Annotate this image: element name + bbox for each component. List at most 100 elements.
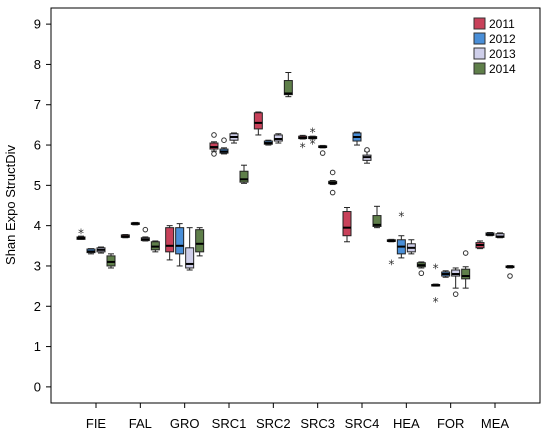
- plot-frame: [50, 7, 541, 404]
- legend-swatch-2014: [473, 62, 486, 75]
- x-tick-label-fie: FIE: [86, 416, 107, 431]
- box-fie-2011-extreme-0: *: [78, 227, 84, 241]
- y-tick-label-9: 9: [34, 17, 41, 32]
- box-src3-2012-extreme-0: *: [310, 126, 316, 140]
- box-src4-2014-iqr: [372, 215, 382, 227]
- box-src2-2014-iqr: [283, 80, 293, 96]
- x-tick-label-gro: GRO: [170, 416, 200, 431]
- box-fie-2013: [96, 246, 106, 254]
- box-src3-2012: **: [308, 126, 318, 151]
- y-axis-label: Shan Expo StructDiv: [3, 145, 18, 265]
- x-tick-label-src2: SRC2: [256, 416, 291, 431]
- box-fal-2013-outlier-0: [142, 226, 149, 233]
- box-mea-2014: [505, 265, 515, 279]
- box-src4-2013-outlier-0: [364, 147, 370, 153]
- box-hea-2012: *: [396, 209, 406, 259]
- box-src3-2014-outlier-1: [329, 189, 336, 196]
- box-gro-2011: [165, 225, 175, 261]
- y-tick-label-7: 7: [34, 97, 41, 112]
- legend-swatch-2012: [473, 32, 486, 45]
- box-for-2011-extreme-0: *: [433, 295, 439, 309]
- box-src4-2011-iqr: [342, 211, 352, 237]
- box-hea-2011-extreme-0: *: [388, 258, 394, 272]
- box-mea-2012: [485, 232, 495, 237]
- box-fie-2011: *: [76, 227, 86, 241]
- box-for-2014-outlier-0: [462, 250, 469, 256]
- box-src1-2014: [239, 164, 249, 184]
- box-src1-2013: [229, 132, 239, 144]
- x-tick-label-src3: SRC3: [300, 416, 335, 431]
- y-tick-label-2: 2: [34, 299, 41, 314]
- box-src1-2012-outlier-0: [221, 137, 227, 144]
- box-src3-2011: *: [298, 134, 308, 154]
- x-tick-label-src4: SRC4: [345, 416, 380, 431]
- box-fal-2011: [120, 234, 130, 239]
- box-gro-2012: [175, 223, 185, 267]
- plot-area: ********: [76, 71, 515, 309]
- box-fal-2012: [130, 221, 140, 226]
- box-gro-2014-iqr: [195, 229, 205, 253]
- box-src1-2014-iqr: [239, 170, 249, 183]
- box-for-2013-iqr: [451, 269, 461, 277]
- y-tick-label-5: 5: [34, 178, 41, 193]
- box-mea-2014-outlier-0: [507, 273, 513, 279]
- box-hea-2011: *: [386, 238, 396, 272]
- box-src2-2013-iqr: [273, 134, 283, 142]
- box-src4-2014: [372, 205, 382, 229]
- y-tick-label-4: 4: [34, 218, 41, 233]
- legend-label-2012: 2012: [489, 32, 516, 46]
- box-src1-2011-outlier-0: [211, 151, 217, 157]
- box-fie-2014: [106, 253, 116, 269]
- box-for-2014: [461, 250, 471, 289]
- box-src3-2014: [328, 169, 338, 196]
- box-src3-2013-outlier-0: [319, 150, 326, 156]
- box-src3-2011-extreme-0: *: [300, 140, 306, 154]
- x-tick-label-for: FOR: [437, 416, 464, 431]
- box-gro-2011-iqr: [165, 227, 175, 253]
- box-mea-2011: [475, 240, 485, 250]
- box-hea-2014-outlier-0: [418, 270, 425, 277]
- y-tick-label-6: 6: [34, 138, 41, 153]
- box-hea-2013: [406, 239, 416, 255]
- box-gro-2013: [185, 227, 195, 271]
- box-mea-2013: [495, 232, 505, 239]
- y-tick-label-1: 1: [34, 339, 41, 354]
- box-gro-2013-iqr: [185, 247, 195, 269]
- box-src2-2013: [273, 133, 283, 144]
- box-src2-2011: [253, 111, 263, 136]
- legend-label-2014: 2014: [489, 62, 516, 76]
- box-fal-2014: [150, 240, 160, 253]
- box-src4-2012: [352, 131, 362, 146]
- box-src3-2012-extreme-1: *: [310, 137, 316, 151]
- box-hea-2012-extreme-0: *: [398, 209, 404, 223]
- box-src1-2011-outlier-1: [211, 132, 217, 138]
- box-fie-2014-iqr: [106, 255, 116, 267]
- box-src1-2011: [209, 132, 219, 157]
- box-hea-2014: [416, 261, 426, 277]
- box-src2-2014: [283, 71, 293, 98]
- x-tick-label-mea: MEA: [481, 416, 510, 431]
- legend-label-2011: 2011: [489, 17, 515, 31]
- x-axis: FIE FAL GRO SRC1 SRC2 SRC3 SRC4 HEA FOR MEA: [86, 403, 510, 431]
- box-gro-2012-iqr: [175, 227, 185, 255]
- y-tick-label-8: 8: [34, 57, 41, 72]
- box-for-2013-outlier-0: [452, 291, 459, 297]
- box-for-2011: **: [431, 261, 441, 309]
- box-src2-2012: [263, 139, 273, 146]
- box-src2-2011-iqr: [253, 112, 263, 130]
- legend-swatch-2011: [473, 17, 486, 30]
- box-for-2013: [451, 267, 461, 297]
- box-src3-2014-outlier-0: [329, 169, 336, 176]
- box-src1-2011-iqr: [209, 142, 219, 150]
- box-src4-2011: [342, 207, 352, 243]
- box-for-2014-iqr: [461, 268, 471, 280]
- box-gro-2014: [195, 227, 205, 257]
- legend-swatch-2013: [473, 47, 486, 60]
- box-src3-2013: [318, 144, 328, 156]
- x-tick-label-hea: HEA: [393, 416, 420, 431]
- box-for-2012: [441, 270, 451, 278]
- y-tick-label-0: 0: [34, 379, 41, 394]
- y-axis: 0 1 2 3 4 5 6 7 8 9: [34, 17, 51, 394]
